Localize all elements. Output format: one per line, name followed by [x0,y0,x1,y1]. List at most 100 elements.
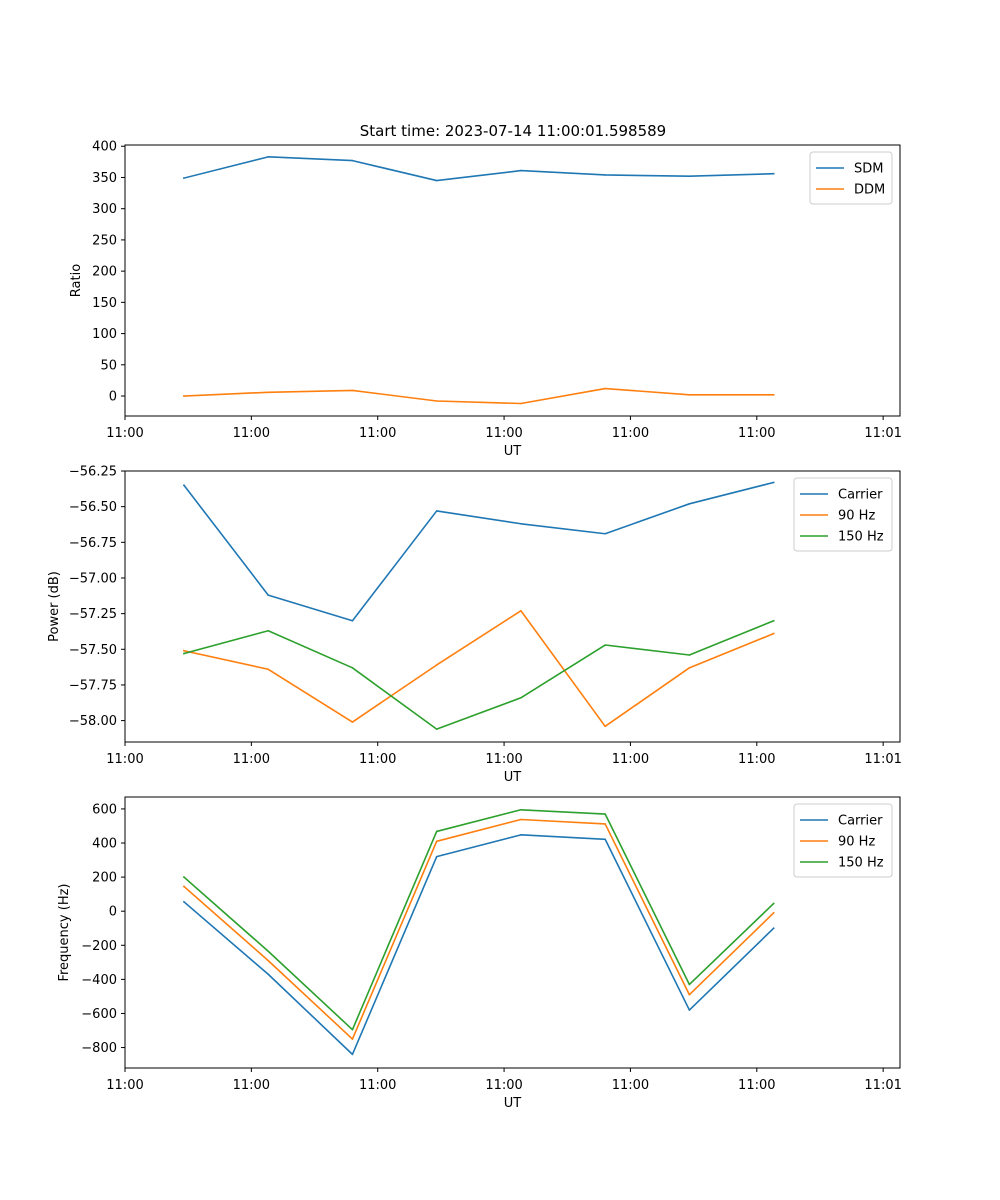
data-point [267,594,270,596]
data-point [183,652,185,655]
y-tick-label: 200 [92,265,117,280]
data-point [267,973,270,976]
data-point [267,950,270,953]
data-point [435,728,438,730]
y-tick-label: −57.75 [69,678,117,693]
data-point [772,481,775,484]
y-tick-label: −200 [81,939,117,954]
data-point [772,632,775,635]
legend-label: Carrier [838,488,883,503]
data-point [435,840,438,843]
legend-label: 150 Hz [838,856,884,871]
ratio-chart-panel: 11:00 11:00 11:00 11:00 11:00 11:00 11:01 0 50 10… [69,140,902,459]
data-point [688,983,691,986]
legend-label: 90 Hz [838,509,875,524]
y-tick-label: 100 [92,327,117,342]
y-tick-label: −400 [81,973,117,988]
y-axis-label: Ratio [69,264,84,297]
x-tick-label: 11:00 [485,1078,522,1093]
legend-label: DDM [854,183,885,198]
legend-label: SDM [854,162,883,177]
x-tick-label: 11:00 [233,426,270,441]
data-point [435,510,438,512]
x-tick-label: 11:01 [864,426,901,441]
data-point [267,668,270,671]
data-point [351,159,354,162]
x-axis-label: UT [504,770,522,785]
series-line-150-hz [182,808,775,1031]
data-point [351,1038,354,1040]
data-point [688,175,691,178]
x-tick-label: 11:00 [612,752,649,767]
data-point [604,813,606,815]
x-tick-label: 11:00 [485,752,522,767]
y-tick-label: 250 [92,233,117,248]
data-point [688,993,691,996]
y-tick-label: −56.75 [69,536,117,551]
series-line-ddm [183,387,775,405]
y-tick-label: −58.00 [69,714,117,729]
x-tick-label: 11:00 [612,426,649,441]
data-point [183,901,185,903]
data-point [435,179,438,182]
figure-title: Start time: 2023-07-14 11:00:01.598589 [360,122,666,140]
data-point [351,721,354,723]
series-line-sdm [182,156,775,182]
x-tick-label: 11:00 [359,1078,396,1093]
x-tick-label: 11:00 [359,752,396,767]
data-point [183,395,185,397]
data-point [604,387,606,390]
data-point [267,629,270,632]
x-tick-label: 11:01 [864,752,901,767]
data-point [351,1028,354,1031]
ratio-chart-frame [124,144,901,417]
data-point [688,654,691,656]
data-point [604,823,606,825]
legend [793,477,893,552]
y-tick-label: −57.50 [69,643,117,658]
x-tick-label: 11:00 [612,1078,649,1093]
data-point [688,503,691,505]
y-tick-label: −57.00 [69,571,117,586]
legend-label: 90 Hz [838,835,875,850]
x-tick-label: 11:00 [738,426,775,441]
data-point [267,391,270,394]
series-line-carrier [182,481,775,622]
frequency-chart-frame [124,796,901,1069]
series-line-90-hz [183,609,775,728]
x-tick-label: 11:00 [738,1078,775,1093]
x-tick-label: 11:00 [738,752,775,767]
y-tick-label: −56.25 [69,465,117,480]
y-tick-label: −600 [81,1007,117,1022]
x-tick-label: 11:00 [359,426,396,441]
data-point [688,1009,691,1011]
data-point [520,402,522,405]
data-point [604,725,606,728]
data-point [351,619,354,622]
data-point [267,959,270,962]
data-point [183,177,185,179]
data-point [183,885,185,888]
data-point [604,838,606,841]
data-point [351,1053,354,1056]
legend-label: 150 Hz [838,530,884,545]
y-tick-label: −56.50 [69,500,117,515]
data-point [520,609,522,612]
data-point [520,834,522,836]
legend [809,151,893,205]
data-point [772,927,775,930]
data-point [520,818,522,821]
data-point [772,619,775,622]
data-point [183,649,185,652]
data-point [351,389,354,392]
y-tick-label: 50 [100,358,117,373]
data-point [435,855,438,858]
power-chart-frame [124,470,901,743]
x-tick-label: 11:00 [106,426,143,441]
data-point [688,667,691,669]
data-point [183,484,185,487]
data-point [435,830,438,833]
data-point [435,664,438,666]
y-tick-label: 400 [92,837,117,852]
